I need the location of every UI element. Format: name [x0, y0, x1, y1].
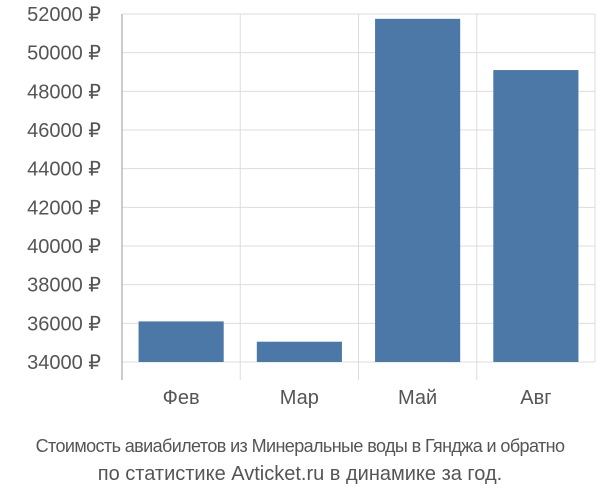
x-tick-label: Фев [163, 387, 200, 409]
bar-3 [375, 18, 461, 362]
y-tick-label: 42000 ₽ [27, 197, 101, 219]
bars [138, 18, 579, 363]
y-tick-label: 52000 ₽ [27, 4, 101, 26]
caption-line-1: Стоимость авиабилетов из Минеральные вод… [35, 436, 565, 456]
bar-4 [493, 70, 579, 363]
x-tick-label: Мар [280, 387, 319, 409]
y-tick-label: 48000 ₽ [27, 81, 101, 103]
y-tick-label: 40000 ₽ [27, 236, 101, 258]
bar-2 [256, 341, 342, 362]
y-tick-label: 36000 ₽ [27, 313, 101, 335]
y-tick-label: 46000 ₽ [27, 120, 101, 142]
y-tick-label: 44000 ₽ [27, 159, 101, 181]
gridlines [122, 13, 596, 363]
chart-area: 34000 ₽ 36000 ₽ 38000 ₽ 40000 ₽ 42000 ₽ 44000… [27, 4, 596, 409]
chart-caption: Стоимость авиабилетов из Минеральные вод… [0, 432, 600, 488]
y-tick-labels: 34000 ₽ 36000 ₽ 38000 ₽ 40000 ₽ 42000 ₽ 44000… [27, 4, 101, 374]
x-tick-labels: Фев Мар Май Авг [163, 387, 552, 409]
y-tick-label: 34000 ₽ [27, 352, 101, 374]
caption-line-2: по статистике Avticket.ru в динамике за … [97, 463, 503, 485]
y-tick-label: 50000 ₽ [27, 43, 101, 65]
bar-chart: 34000 ₽ 36000 ₽ 38000 ₽ 40000 ₽ 42000 ₽ 44000… [27, 4, 596, 409]
axes [121, 14, 478, 380]
x-tick-label: Авг [520, 387, 551, 409]
y-tick-label: 38000 ₽ [27, 275, 101, 297]
bar-1 [138, 321, 224, 362]
x-tick-label: Май [398, 387, 437, 409]
